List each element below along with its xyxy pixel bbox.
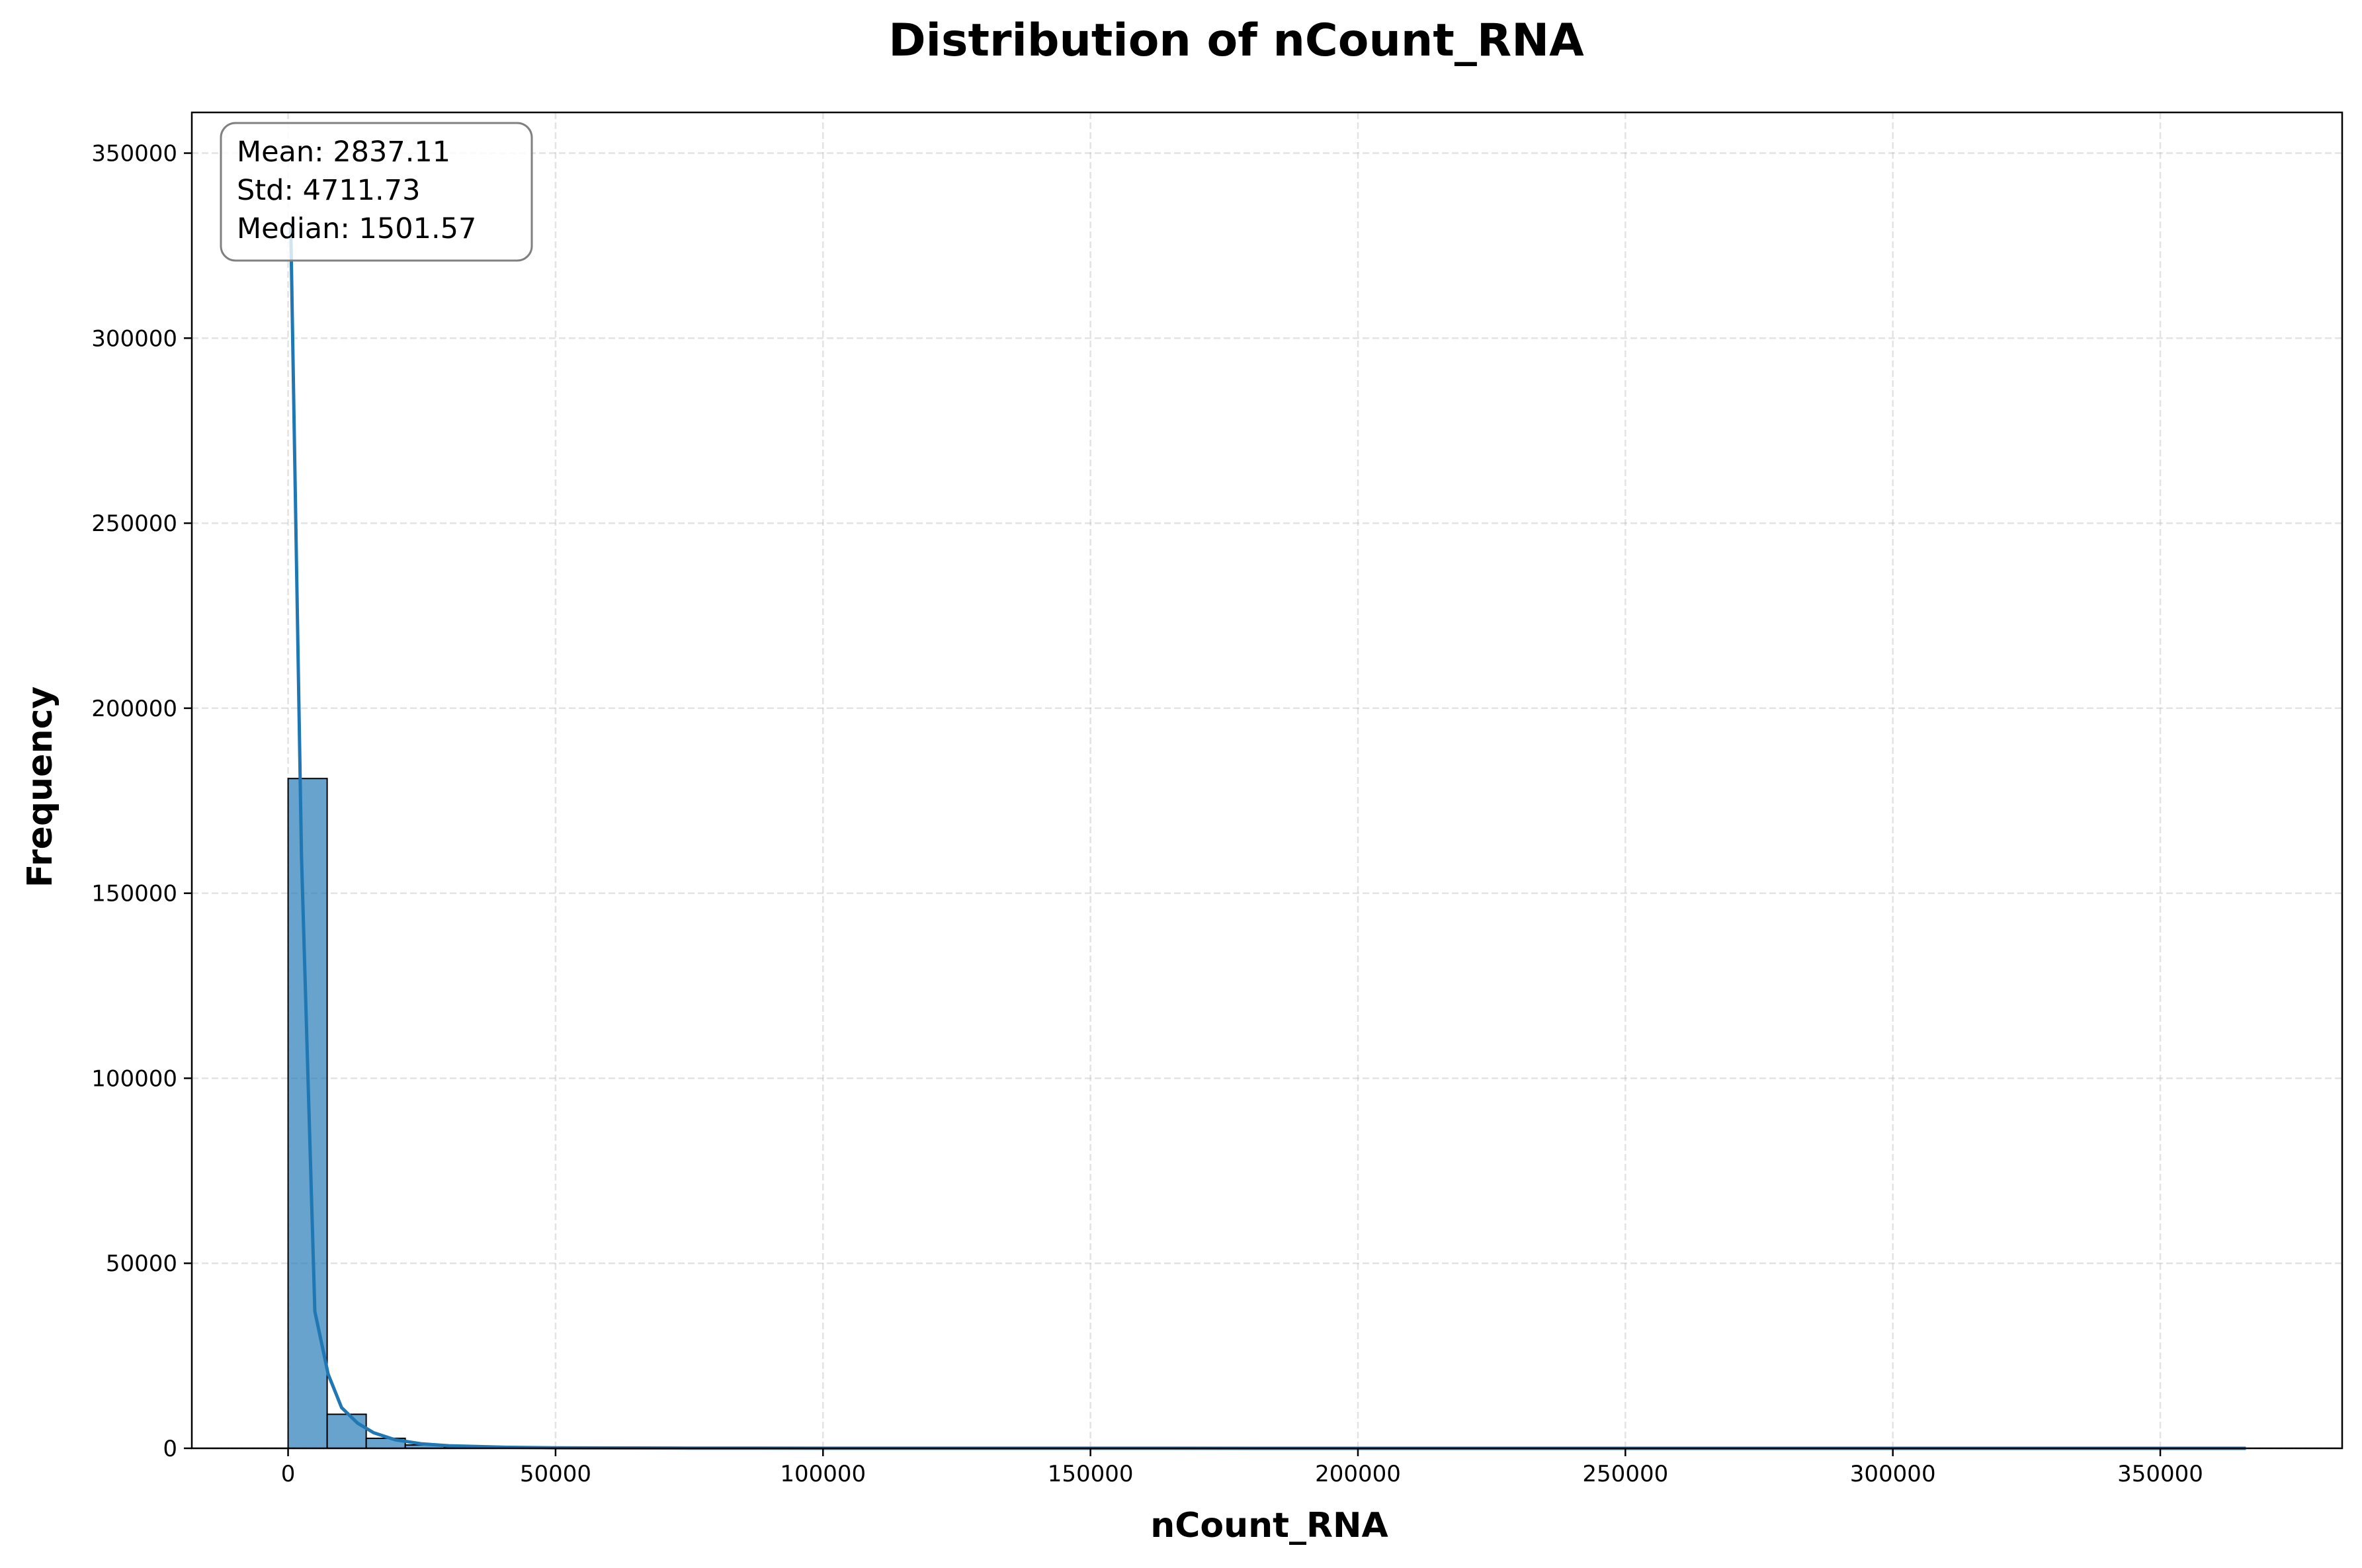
stats-box: Mean: 2837.11 Std: 4711.73 Median: 1501.… [220, 122, 533, 262]
x-tick-label: 50000 [520, 1461, 591, 1487]
x-tick-label: 0 [281, 1461, 296, 1487]
x-tick-label: 200000 [1315, 1461, 1401, 1487]
y-axis-label: Frequency [21, 686, 60, 887]
x-tick-label: 150000 [1048, 1461, 1134, 1487]
chart-title: Distribution of nCount_RNA [888, 15, 1584, 67]
x-tick-label: 250000 [1582, 1461, 1668, 1487]
x-axis-label: nCount_RNA [1150, 1506, 1388, 1546]
stats-std: Std: 4711.73 [237, 174, 420, 207]
histogram-bars [287, 778, 562, 1450]
y-tick-label: 300000 [91, 325, 177, 352]
y-tick-label: 0 [163, 1436, 177, 1462]
stats-mean: Mean: 2837.11 [237, 136, 450, 169]
grid-lines [192, 112, 2342, 1450]
x-tick-label: 100000 [780, 1461, 866, 1487]
y-tick-label: 350000 [91, 141, 177, 167]
x-axis-ticks: 0 50000 100000 150000 200000 250000 300000 3500… [281, 1448, 2203, 1487]
y-tick-label: 50000 [106, 1251, 177, 1277]
y-axis-ticks: 0 50000 100000 150000 200000 250000 300000 3500… [91, 141, 192, 1462]
x-tick-label: 350000 [2117, 1461, 2203, 1487]
y-tick-label: 150000 [91, 881, 177, 907]
x-tick-label: 300000 [1850, 1461, 1936, 1487]
y-tick-label: 250000 [91, 511, 177, 537]
kde-curve [289, 227, 2246, 1450]
y-tick-label: 100000 [91, 1065, 177, 1092]
y-tick-label: 200000 [91, 696, 177, 722]
histogram-bar [326, 1413, 367, 1449]
stats-box-frame [220, 122, 533, 262]
plot-frame [190, 111, 2343, 1450]
stats-median: Median: 1501.57 [237, 212, 476, 245]
